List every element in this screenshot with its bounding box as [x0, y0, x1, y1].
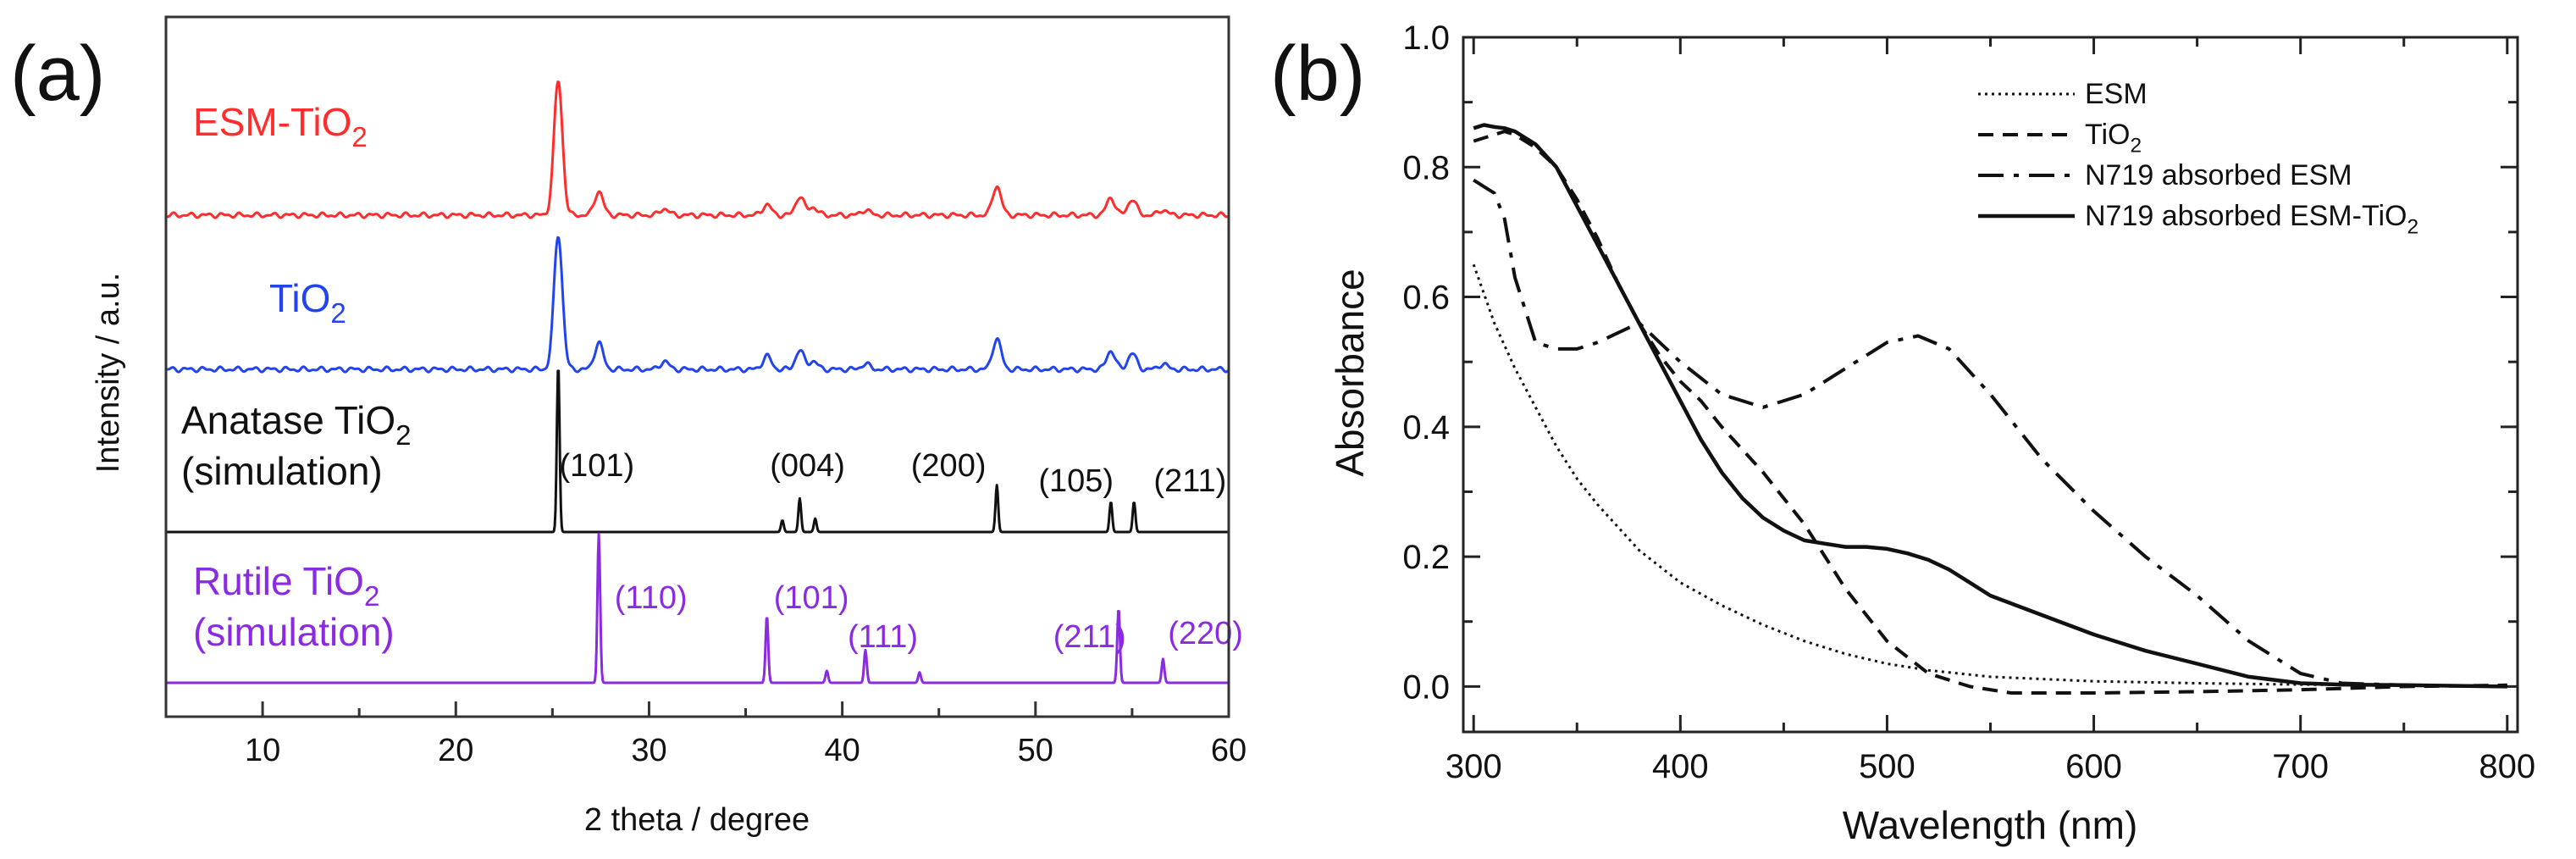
series-label-rutile: Rutile TiO2 — [193, 559, 379, 612]
x-tick-label: 700 — [2272, 748, 2329, 785]
absorbance-line-3 — [1473, 123, 2507, 689]
series-label-anatase: Anatase TiO2 — [181, 398, 412, 452]
x-tick-label: 500 — [1859, 748, 1915, 785]
x-tick-label: 10 — [245, 733, 280, 768]
y-tick-label: 0.2 — [1402, 539, 1450, 576]
x-tick-label: 40 — [824, 733, 860, 768]
y-tick-label: 1.0 — [1402, 19, 1450, 57]
xrd-line-0 — [165, 80, 1230, 219]
panel-label-a: (a) — [10, 30, 105, 117]
x-tick-label: 30 — [631, 733, 666, 768]
hkl-label: (211) — [1153, 463, 1226, 499]
hkl-label: (200) — [911, 448, 987, 484]
y-axis-label-b: Absorbance — [1328, 269, 1372, 477]
xrd-line-2 — [165, 369, 1230, 534]
x-tick-label: 400 — [1652, 748, 1709, 785]
x-tick-label: 50 — [1018, 733, 1053, 768]
x-tick-label: 20 — [438, 733, 473, 768]
hkl-label: (111) — [848, 619, 918, 655]
x-axis-label-a: 2 theta / degree — [584, 802, 810, 838]
absorbance-line-2 — [1473, 178, 2507, 689]
y-tick-label: 0.4 — [1402, 409, 1450, 446]
xrd-line-3 — [165, 532, 1230, 684]
series-label-anatase-line2: (simulation) — [181, 449, 383, 493]
x-tick-label: 300 — [1446, 748, 1502, 785]
series-label-esm-tio2: ESM-TiO2 — [193, 100, 368, 153]
legend-entry: ESM — [2085, 78, 2148, 110]
uvvis-series-group — [1472, 123, 2507, 695]
x-tick-label: 60 — [1211, 733, 1247, 768]
hkl-label: (211) — [1053, 619, 1126, 655]
xrd-series-group — [165, 80, 1230, 684]
legend-entry: N719 absorbed ESM — [2085, 159, 2352, 191]
x-ticks-a: 10 20 30 40 50 60 — [164, 701, 1247, 768]
x-tick-label: 600 — [2065, 748, 2122, 785]
absorbance-line-0 — [1472, 263, 2507, 688]
plot-frame-b — [1462, 36, 2519, 734]
series-label-rutile-line2: (simulation) — [193, 610, 395, 654]
legend-entry: TiO2 — [2085, 119, 2142, 158]
y-axis-label-a: Intensity / a.u. — [91, 273, 126, 474]
hkl-label: (110) — [615, 580, 688, 616]
hkl-label: (101) — [559, 448, 634, 484]
x-axis-label-b: Wavelength (nm) — [1843, 803, 2138, 847]
legend-entry: N719 absorbed ESM-TiO2 — [2085, 200, 2418, 239]
x-tick-label: 800 — [2479, 748, 2535, 785]
panel-a: (a) Intensity / a.u. ESM-TiO2 TiO2 Anatase… — [10, 15, 1247, 838]
y-tick-label: 0.6 — [1402, 280, 1450, 317]
xrd-line-1 — [165, 236, 1230, 374]
hkl-label: (105) — [1038, 463, 1114, 499]
plot-frame-a — [164, 15, 1230, 718]
x-ticks-b: 300 400 500 600 700 800 — [1446, 37, 2535, 785]
y-tick-label: 0.0 — [1402, 668, 1450, 706]
hkl-label: (220) — [1168, 616, 1243, 651]
panel-label-b: (b) — [1270, 30, 1365, 117]
panel-b: (b) Absorbance 0.0 0.2 0.4 0.6 0.8 1.0 300 400… — [1270, 19, 2535, 847]
hkl-label: (101) — [774, 580, 849, 616]
y-tick-label: 0.8 — [1402, 149, 1450, 186]
hkl-label: (004) — [770, 448, 845, 484]
series-label-tio2: TiO2 — [269, 276, 346, 330]
